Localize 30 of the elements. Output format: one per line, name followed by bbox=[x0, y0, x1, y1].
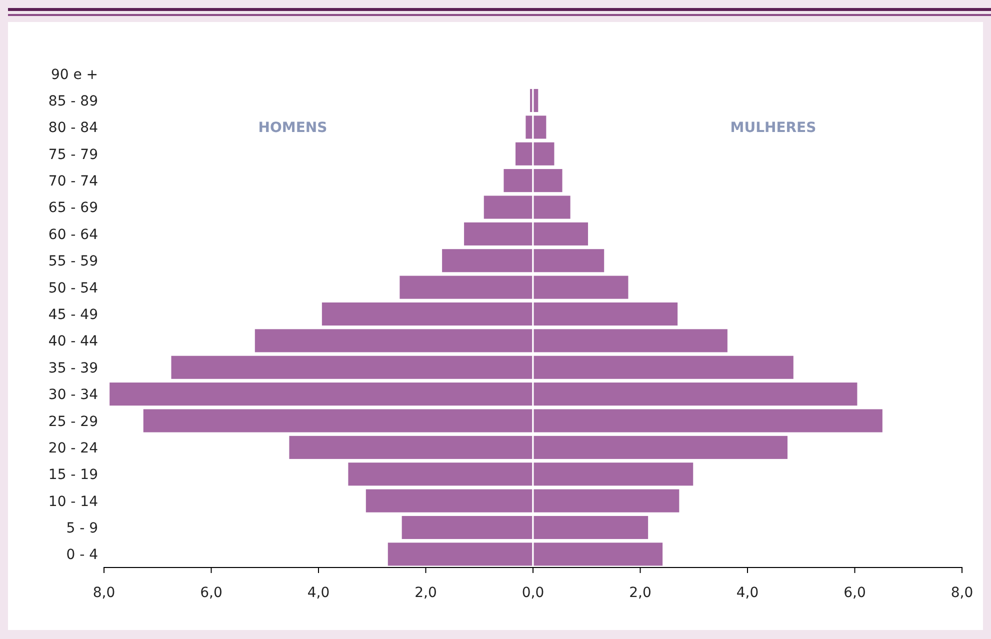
y-tick-label: 45 - 49 bbox=[48, 307, 98, 323]
y-tick-label: 55 - 59 bbox=[48, 254, 98, 270]
y-tick-label: 75 - 79 bbox=[48, 146, 98, 163]
y-tick-label: 0 - 4 bbox=[66, 547, 98, 564]
x-tick-label: 8,0 bbox=[950, 585, 974, 601]
x-tick-label: 6,0 bbox=[200, 585, 222, 601]
annotation: HOMENS bbox=[258, 120, 328, 136]
y-tick-label: 25 - 29 bbox=[48, 414, 98, 430]
y-tick-label: 10 - 14 bbox=[48, 494, 98, 510]
y-tick-label: 85 - 89 bbox=[48, 94, 98, 110]
x-tick-label: 4,0 bbox=[307, 585, 330, 601]
y-tick-label: 30 - 34 bbox=[48, 387, 98, 404]
y-tick-label: 50 - 54 bbox=[48, 280, 98, 296]
y-tick-label: 90 e + bbox=[50, 66, 98, 83]
x-tick-label: 2,0 bbox=[414, 585, 437, 601]
x-tick-label: 6,0 bbox=[844, 585, 866, 601]
y-tick-label: 5 - 9 bbox=[66, 520, 98, 536]
y-tick-label: 65 - 69 bbox=[48, 200, 98, 216]
x-tick-label: 8,0 bbox=[92, 585, 116, 601]
y-tick-label: 70 - 74 bbox=[48, 174, 98, 190]
x-tick-label: 4,0 bbox=[736, 585, 759, 601]
y-tick-label: 35 - 39 bbox=[48, 360, 98, 376]
x-tick-label: 0,0 bbox=[522, 585, 544, 601]
x-tick-label: 2,0 bbox=[629, 585, 652, 601]
y-tick-label: 20 - 24 bbox=[48, 440, 98, 456]
y-tick-label: 40 - 44 bbox=[48, 334, 98, 350]
y-tick-label: 80 - 84 bbox=[48, 120, 98, 136]
annotation: MULHERES bbox=[730, 120, 816, 136]
y-tick-label: 15 - 19 bbox=[48, 467, 98, 484]
y-tick-label: 60 - 64 bbox=[48, 226, 98, 243]
